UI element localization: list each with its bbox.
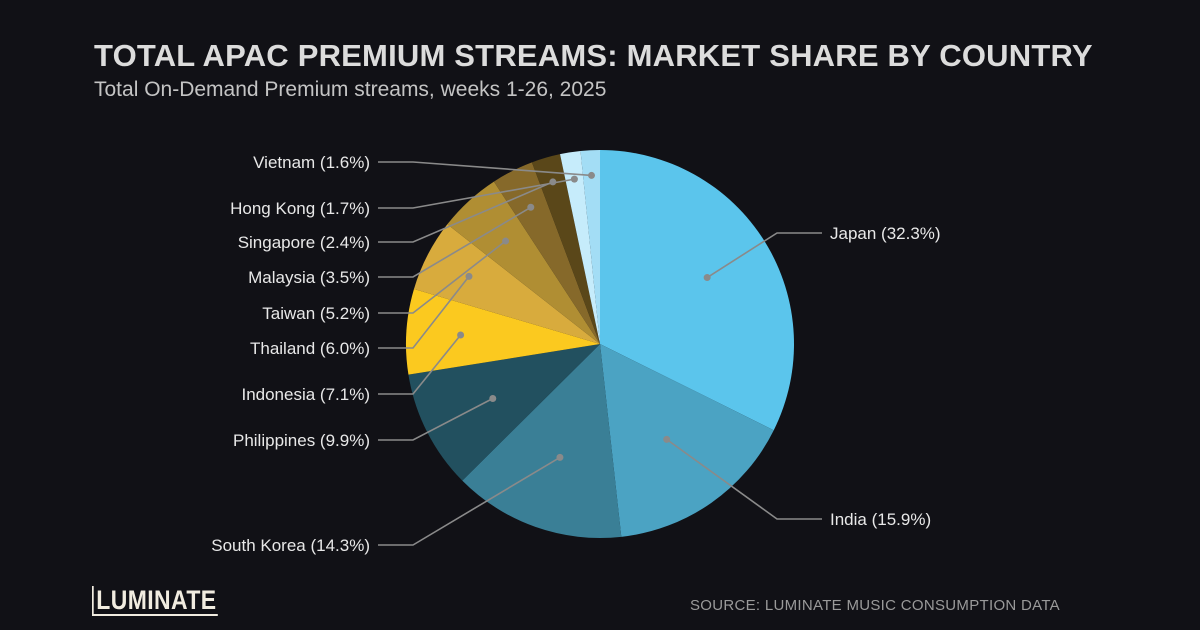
leader-line <box>378 161 592 177</box>
leader-dot <box>663 435 671 443</box>
pie-slice-malaysia <box>493 162 600 344</box>
slice-label: Japan (32.3%) <box>830 224 941 243</box>
slice-label: Taiwan (5.2%) <box>262 304 370 323</box>
leader-line <box>706 232 822 279</box>
slice-label: Malaysia (3.5%) <box>248 268 370 287</box>
leader-dot <box>556 453 564 461</box>
chart-subtitle: Total On-Demand Premium streams, weeks 1… <box>94 78 607 101</box>
pie-slice-taiwan <box>447 181 600 344</box>
pie-slice-japan <box>600 150 794 431</box>
chart-title: TOTAL APAC PREMIUM STREAMS: MARKET SHARE… <box>94 38 1093 73</box>
slice-label: South Korea (14.3%) <box>211 536 370 555</box>
source-note: SOURCE: LUMINATE MUSIC CONSUMPTION DATA <box>689 597 1060 614</box>
pie-slice-south-korea <box>462 344 622 539</box>
leader-dot <box>502 237 510 245</box>
pie-slice-thailand <box>413 224 600 344</box>
luminate-logo: LUMINATE <box>92 586 219 616</box>
leader-dot <box>703 274 711 282</box>
leader-dot <box>588 171 596 179</box>
slice-label: Indonesia (7.1%) <box>241 385 370 404</box>
pie-slice-india <box>600 344 774 537</box>
leader-line <box>378 397 494 441</box>
leader-line <box>378 456 561 546</box>
leader-line <box>378 206 532 278</box>
leader-dot <box>457 331 465 339</box>
pie-slice-vietnam <box>580 150 600 344</box>
leader-line <box>378 275 470 349</box>
slice-label: Vietnam (1.6%) <box>253 153 370 172</box>
leader-line <box>378 334 462 395</box>
slice-label: Hong Kong (1.7%) <box>230 199 370 218</box>
leader-line <box>378 178 575 209</box>
leader-line <box>378 181 554 243</box>
slice-label: India (15.9%) <box>830 510 931 529</box>
leader-dot <box>465 272 473 280</box>
pie-slice-philippines <box>408 344 600 481</box>
leader-line <box>378 240 507 314</box>
pie-slice-hong-kong <box>560 150 600 344</box>
leader-dot <box>489 394 497 402</box>
slice-label: Singapore (2.4%) <box>238 233 370 252</box>
leader-dot <box>570 175 578 183</box>
pie-slice-indonesia <box>406 288 600 375</box>
slice-label: Thailand (6.0%) <box>250 339 370 358</box>
leader-line <box>666 438 822 520</box>
leader-dot <box>527 203 535 211</box>
slice-label: Philippines (9.9%) <box>233 431 370 450</box>
pie-slice-singapore <box>531 154 600 344</box>
